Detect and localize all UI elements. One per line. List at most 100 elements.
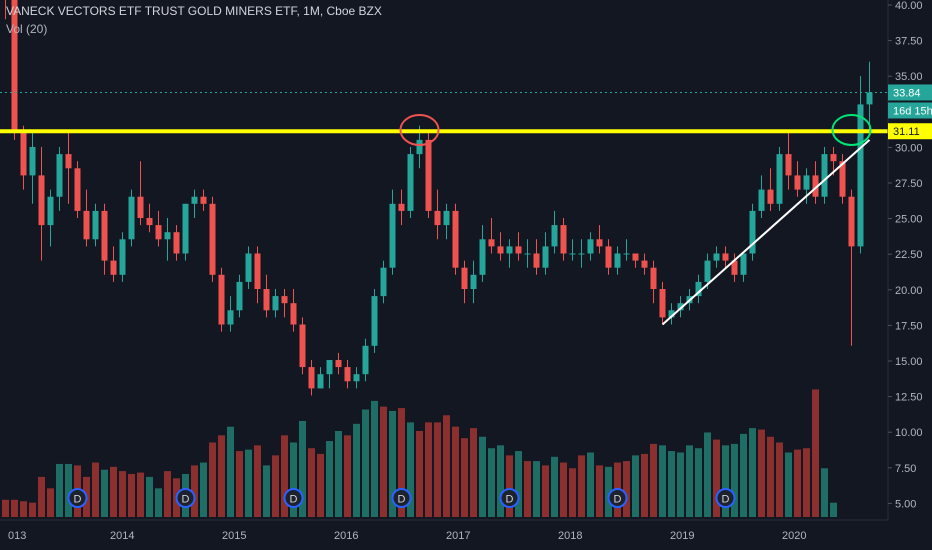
dividend-marker[interactable]: D: [175, 488, 196, 508]
candle-body: [587, 239, 594, 254]
candle: [848, 189, 855, 346]
volume-bar: [380, 406, 387, 517]
candle: [263, 274, 270, 318]
candle: [92, 203, 99, 247]
candle-body: [20, 132, 27, 176]
volume-bar: [20, 501, 27, 517]
last-price-badge-bg: [888, 84, 932, 101]
candle-body: [191, 196, 198, 204]
dividend-marker[interactable]: D: [607, 488, 628, 508]
candle: [245, 246, 252, 289]
volume-bar: [362, 409, 369, 517]
price-tick-label: 40.00: [895, 0, 923, 12]
candle: [128, 189, 135, 247]
volume-bar: [749, 428, 756, 517]
candle: [515, 232, 522, 261]
volume-bar: [254, 445, 261, 517]
candle: [344, 360, 351, 389]
red-highlight-circle[interactable]: [399, 113, 440, 146]
dividend-marker[interactable]: D: [283, 488, 304, 508]
candle: [227, 296, 234, 332]
dividend-marker[interactable]: D: [67, 488, 88, 508]
volume-bar: [110, 466, 117, 517]
candle: [533, 239, 540, 275]
candle-body: [236, 281, 243, 311]
candle-body: [461, 267, 468, 289]
dividend-icon[interactable]: [67, 488, 88, 508]
bar-countdown-badge: 16d 15h: [893, 105, 932, 117]
candle: [119, 232, 126, 282]
volume-bar: [632, 455, 639, 517]
candle: [101, 203, 108, 275]
dividend-icon[interactable]: [283, 488, 304, 508]
candle: [20, 125, 27, 190]
volume-bar: [569, 468, 576, 517]
candle-body: [470, 274, 477, 289]
volume-bar: [443, 415, 450, 517]
candle-body: [839, 161, 846, 197]
candle: [299, 317, 306, 375]
volume-bar: [47, 488, 54, 517]
trendline[interactable]: [661, 139, 871, 326]
volume-bar: [164, 471, 171, 517]
dividend-icon[interactable]: [607, 488, 628, 508]
time-tick-label: 2018: [558, 530, 582, 542]
volume-bar: [389, 410, 396, 517]
candle-body: [524, 253, 531, 255]
candle: [839, 154, 846, 204]
candle-body: [713, 253, 720, 261]
candle-body: [866, 92, 873, 105]
candle-body: [263, 289, 270, 311]
dividend-label: D: [614, 494, 622, 506]
candle: [452, 203, 459, 275]
dividend-marker[interactable]: D: [499, 488, 520, 508]
candle-body: [731, 260, 738, 275]
volume-bar: [587, 452, 594, 517]
candle-body: [218, 274, 225, 325]
candle: [578, 239, 585, 268]
candle-body: [119, 239, 126, 275]
time-tick-label: 013: [8, 530, 26, 542]
candle-body: [767, 189, 774, 204]
bar-countdown-badge-bg: [888, 102, 932, 119]
candle-body: [317, 374, 324, 389]
candle-body: [182, 203, 189, 254]
dividend-icon[interactable]: [715, 488, 736, 508]
dividend-icon[interactable]: [175, 488, 196, 508]
candle-body: [821, 154, 828, 197]
dividend-marker[interactable]: D: [391, 488, 412, 508]
candle-body: [434, 210, 441, 226]
candle: [794, 161, 801, 197]
green-highlight-circle[interactable]: [831, 113, 872, 146]
volume-bar: [317, 453, 324, 517]
volume-bar: [758, 429, 765, 517]
volume-bar: [245, 449, 252, 517]
price-tick-label: 15.00: [895, 356, 923, 368]
dividend-marker[interactable]: D: [715, 488, 736, 508]
volume-bar: [236, 451, 243, 517]
candle-body: [47, 196, 54, 226]
candle-body: [83, 210, 90, 240]
candle-body: [497, 246, 504, 254]
candle-body: [425, 139, 432, 211]
volume-bar: [38, 476, 45, 517]
candle: [740, 253, 747, 282]
candle-body: [632, 253, 639, 261]
highlight-circles[interactable]: [399, 113, 872, 146]
dividend-icon[interactable]: [391, 488, 412, 508]
price-tick-label: 12.50: [895, 392, 923, 404]
volume-indicator-label[interactable]: Vol (20): [6, 22, 48, 36]
candle: [74, 161, 81, 218]
volume-bar: [128, 474, 135, 517]
volume-bar: [227, 426, 234, 517]
candle: [155, 210, 162, 247]
volume-bar: [560, 462, 567, 517]
volume-bar: [596, 465, 603, 517]
symbol-title[interactable]: VANECK VECTORS ETF TRUST GOLD MINERS ETF…: [6, 4, 382, 18]
dividend-icon[interactable]: [499, 488, 520, 508]
level-price-badge-bg: [888, 123, 932, 140]
candle: [362, 338, 369, 382]
candle-body: [704, 260, 711, 282]
candle: [542, 232, 549, 275]
